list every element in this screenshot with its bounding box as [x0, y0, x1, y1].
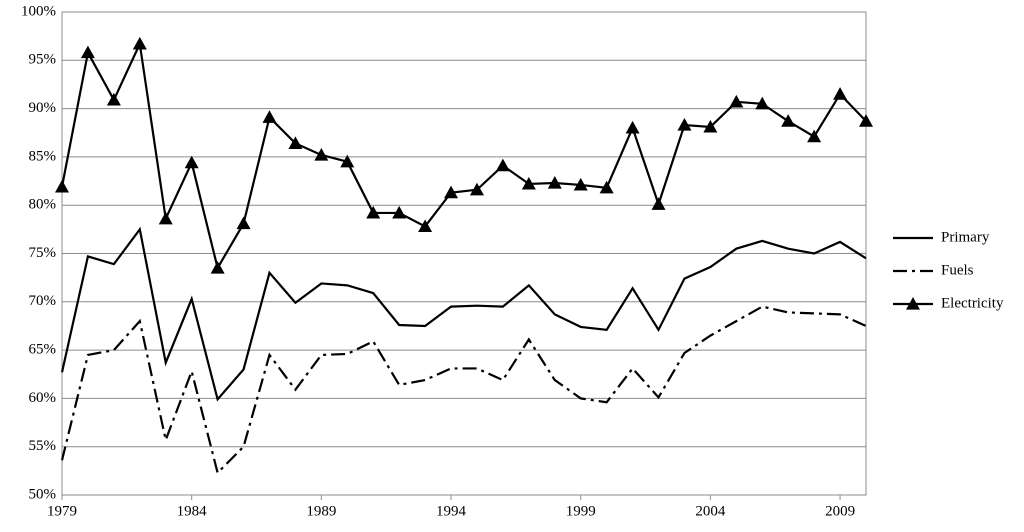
y-tick-label: 50%: [29, 486, 57, 502]
marker: [573, 177, 588, 191]
marker: [547, 175, 562, 189]
y-tick-label: 80%: [29, 197, 57, 213]
marker: [288, 136, 303, 149]
x-tick-label: 2009: [825, 503, 855, 519]
marker: [677, 118, 692, 131]
marker: [495, 158, 510, 172]
x-tick-label: 1979: [47, 503, 77, 519]
marker: [781, 114, 796, 127]
marker: [444, 185, 459, 199]
y-tick-label: 85%: [29, 148, 57, 164]
marker: [469, 182, 484, 196]
marker: [236, 216, 251, 230]
marker: [314, 147, 329, 161]
marker: [755, 96, 770, 110]
y-tick-label: 55%: [29, 438, 57, 454]
y-tick-label: 95%: [29, 52, 57, 68]
marker: [132, 36, 147, 50]
marker: [859, 114, 873, 127]
marker: [418, 219, 433, 233]
marker: [833, 87, 848, 100]
y-tick-label: 75%: [29, 245, 57, 261]
marker: [262, 110, 277, 123]
marker: [625, 120, 640, 134]
marker: [521, 176, 536, 190]
marker: [340, 154, 355, 168]
marker: [729, 94, 744, 108]
legend-label: Electricity: [941, 295, 1004, 311]
x-tick-label: 1984: [177, 503, 208, 519]
marker: [80, 45, 95, 59]
marker: [651, 197, 666, 210]
series-line: [60, 305, 867, 475]
marker: [392, 205, 407, 219]
marker: [106, 92, 121, 106]
y-tick-label: 60%: [29, 390, 57, 406]
legend-label: Fuels: [941, 262, 974, 278]
marker: [807, 129, 822, 143]
series-line: [60, 226, 867, 402]
marker: [210, 260, 225, 274]
x-tick-label: 1994: [436, 503, 467, 519]
marker: [703, 119, 718, 133]
marker: [184, 155, 199, 169]
legend-label: Primary: [941, 229, 990, 245]
series-line: [60, 40, 867, 271]
x-tick-label: 2004: [695, 503, 726, 519]
x-tick-label: 1999: [566, 503, 596, 519]
marker: [55, 179, 69, 193]
y-tick-label: 70%: [29, 293, 57, 309]
y-tick-label: 65%: [29, 342, 57, 358]
marker: [599, 180, 614, 194]
marker: [158, 211, 173, 225]
plot-frame: [61, 11, 867, 496]
legend-marker: [906, 297, 920, 310]
x-tick-label: 1989: [306, 503, 336, 519]
y-tick-label: 90%: [29, 100, 57, 116]
y-tick-label: 100%: [21, 3, 56, 19]
marker: [366, 205, 381, 219]
